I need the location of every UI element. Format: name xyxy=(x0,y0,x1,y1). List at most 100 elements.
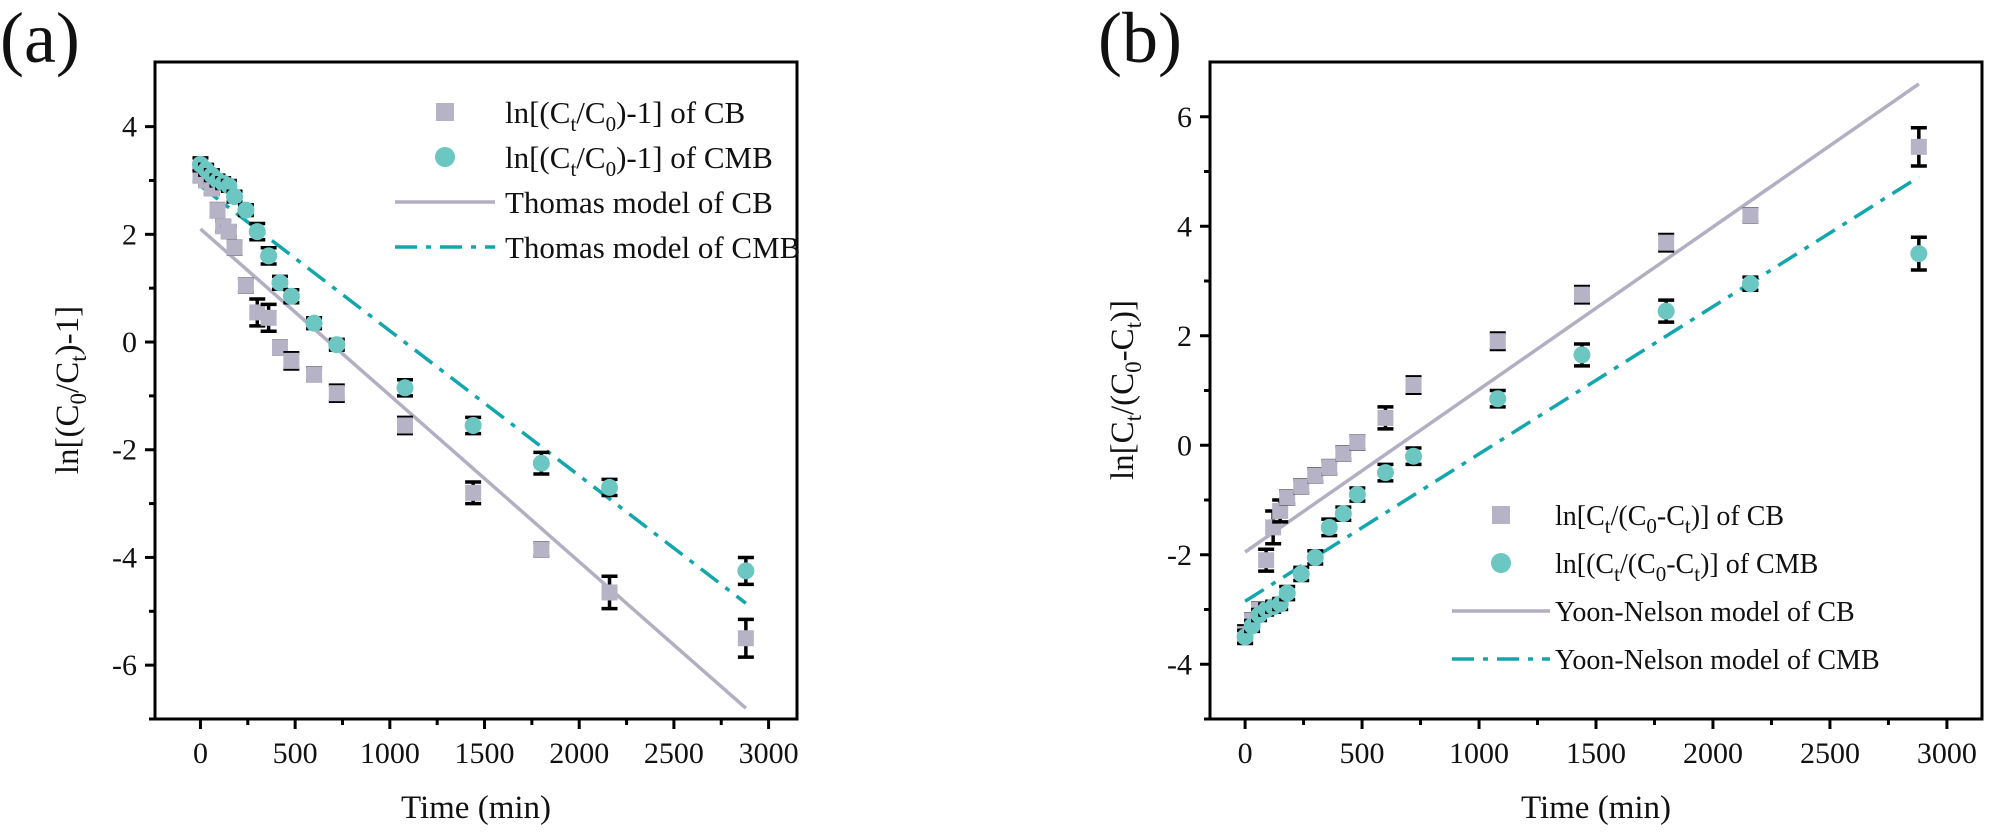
point-cb-a xyxy=(465,484,482,501)
point-cmb-a xyxy=(737,562,755,580)
point-cb-a xyxy=(737,630,754,647)
legend-label-a-post: )-1] of CB xyxy=(616,95,745,130)
legend-label-b-s1: t xyxy=(1614,562,1620,586)
point-cmb-b xyxy=(1348,486,1366,504)
point-cb-a xyxy=(306,366,323,383)
x-tick-label-a: 2000 xyxy=(549,737,609,770)
legend-label-b-mid2: -C xyxy=(1657,501,1685,532)
panel-label-a: (a) xyxy=(0,0,80,78)
x-axis-title-a: Time (min) xyxy=(401,790,551,826)
plot-frame-a xyxy=(153,60,799,721)
point-cb-b xyxy=(1377,409,1394,426)
point-cmb-a xyxy=(260,247,278,265)
x-tick-label-b: 3000 xyxy=(1917,737,1977,770)
legend-label-a-pre: Thomas model of CMB xyxy=(505,230,800,265)
legend-label-a-mid: /C xyxy=(576,140,605,175)
point-cmb-a xyxy=(271,274,289,292)
point-cb-b xyxy=(1405,377,1422,394)
legend-label-a-post: )-1] of CMB xyxy=(616,140,773,175)
legend-label-a-mid: /C xyxy=(576,95,605,130)
legend-label-a: ln[(Ct/C0)-1] of CMB xyxy=(505,140,773,181)
point-cb-b xyxy=(1307,467,1324,484)
legend-label-b-post: )] of CB xyxy=(1691,501,1784,532)
y-tick-label-b: 6 xyxy=(1177,101,1192,134)
point-cb-a xyxy=(533,541,550,558)
axis-ticks-a: 0 500 1000 1500 2000 2500 3000 4 2 0 -2 -4 -6 xyxy=(112,111,799,770)
point-cmb-b xyxy=(1405,447,1423,465)
point-cb-b xyxy=(1272,502,1289,519)
legend-label-b-mid: /(C xyxy=(1611,501,1647,532)
point-cmb-b xyxy=(1910,245,1928,263)
fit-lines-a xyxy=(199,184,748,710)
point-cmb-a xyxy=(305,314,323,332)
point-cmb-a xyxy=(237,201,255,219)
point-cmb-b xyxy=(1573,346,1591,364)
x-tick-label-a: 2500 xyxy=(644,737,704,770)
legend-marker-cmb-b xyxy=(1491,553,1511,573)
point-cb-b xyxy=(1279,489,1296,506)
legend-label-a: Thomas model of CB xyxy=(505,185,773,220)
x-tick-label-b: 0 xyxy=(1238,737,1253,770)
data-points-b xyxy=(1236,125,1928,646)
x-tick-label-b: 2500 xyxy=(1800,737,1860,770)
x-tick-label-a: 0 xyxy=(193,737,208,770)
y-tick-label-a: 4 xyxy=(122,111,137,144)
legend-label-b-pre: ln[(C xyxy=(1555,549,1614,580)
point-cmb-b xyxy=(1376,464,1394,482)
legend-label-b: ln[(Ct/(C0-Ct)] of CMB xyxy=(1555,549,1818,586)
y-tick-label-a: -4 xyxy=(112,541,137,574)
y-tick-label-b: 4 xyxy=(1177,210,1192,243)
panel-label-b: (b) xyxy=(1098,0,1182,78)
point-cmb-b xyxy=(1320,518,1338,536)
x-tick-label-a: 3000 xyxy=(739,737,799,770)
point-cb-a xyxy=(237,277,254,294)
point-cmb-a xyxy=(282,287,300,305)
legend-label-b-s3: t xyxy=(1694,562,1700,586)
legend-label-b-post: )] of CMB xyxy=(1700,549,1818,580)
y-tick-label-b: 2 xyxy=(1177,320,1192,353)
y-tick-label-a: 2 xyxy=(122,218,137,251)
point-cb-a xyxy=(226,239,243,256)
legend-marker-cb-b xyxy=(1492,506,1510,524)
point-cb-b xyxy=(1658,234,1675,251)
y-tick-label-b: 0 xyxy=(1177,429,1192,462)
fit-lines-b xyxy=(1244,82,1920,603)
legend-label-a-pre: Thomas model of CB xyxy=(505,185,773,220)
legend-marker-cb-a xyxy=(436,103,454,121)
point-cmb-a xyxy=(532,454,550,472)
model-line-cmb-b xyxy=(1244,175,1920,603)
point-cmb-a xyxy=(464,417,482,435)
point-cmb-a xyxy=(248,223,266,241)
legend-label-b-s3: t xyxy=(1685,514,1691,538)
point-cb-a xyxy=(601,584,618,601)
point-cb-b xyxy=(1321,459,1338,476)
point-cb-b xyxy=(1335,445,1352,462)
point-cb-a xyxy=(209,202,226,219)
legend-label-b-mid2: -C xyxy=(1666,549,1694,580)
legend-label-b-pre: ln[C xyxy=(1555,501,1605,532)
panel-a: (a) 0 500 1000 1500 2000 2500 3000 4 2 0 -2 -4 -6 Ti… xyxy=(0,0,800,826)
legend-label-a-s2: 0 xyxy=(606,157,617,181)
model-line-cb-b xyxy=(1244,82,1920,554)
point-cmb-a xyxy=(226,188,244,206)
legend-label-a-pre: ln[(C xyxy=(505,140,570,175)
x-tick-label-a: 1500 xyxy=(455,737,515,770)
model-line-cmb-a xyxy=(199,184,747,605)
point-cb-a xyxy=(328,385,345,402)
y-axis-title-a: ln[(C0/Ct)-1] xyxy=(50,306,91,474)
legend-label-b-s2: 0 xyxy=(1656,562,1667,586)
y-tick-label-b: -2 xyxy=(1167,539,1192,572)
x-tick-label-a: 1000 xyxy=(360,737,420,770)
y-axis-title-b: ln[Ct/(C0-Ct)] xyxy=(1105,300,1146,480)
point-cb-b xyxy=(1349,434,1366,451)
point-cmb-b xyxy=(1292,565,1310,583)
legend-marker-cmb-a xyxy=(435,147,455,167)
x-tick-label-b: 1500 xyxy=(1566,737,1626,770)
point-cmb-b xyxy=(1278,584,1296,602)
axis-ticks-b: 0 500 1000 1500 2000 2500 3000 6 4 2 0 -2 -4 xyxy=(1167,101,1977,770)
point-cb-b xyxy=(1489,333,1506,350)
point-cmb-b xyxy=(1657,302,1675,320)
